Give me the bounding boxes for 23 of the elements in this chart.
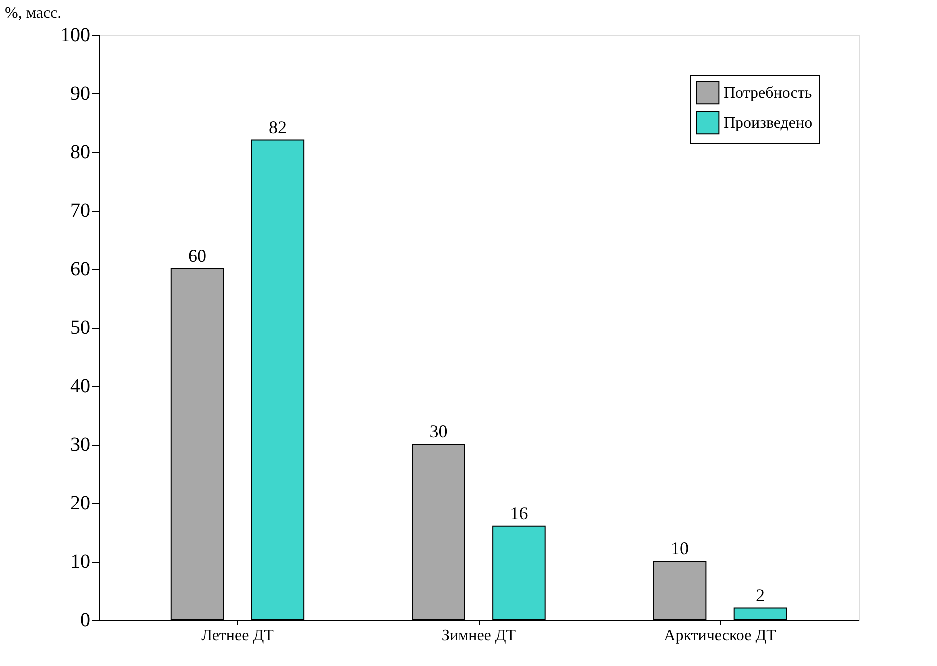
legend-label: Потребность (724, 85, 812, 102)
x-tick-label: Летнее ДТ (202, 628, 274, 644)
data-label: 82 (268, 117, 287, 138)
y-tick-label: 100 (60, 24, 90, 46)
data-label: 30 (430, 422, 448, 442)
y-tick-label: 90 (70, 83, 90, 105)
y-tick-label: 0 (80, 610, 90, 632)
y-tick-label: 70 (70, 200, 90, 222)
data-label: 16 (510, 503, 528, 524)
y-axis-title: %, масс. (5, 5, 62, 22)
x-tick-label: Арктическое ДТ (664, 628, 777, 644)
legend-label: Произведено (724, 115, 813, 132)
y-tick-label: 20 (70, 492, 90, 514)
y-tick-label: 40 (70, 376, 90, 398)
x-tick-label: Зимнее ДТ (442, 628, 516, 644)
data-label: 2 (756, 585, 765, 606)
y-tick-label: 10 (70, 551, 90, 573)
y-tick-label: 50 (70, 317, 90, 339)
data-label: 10 (671, 538, 690, 558)
y-tick-label: 60 (70, 258, 90, 280)
data-label: 60 (188, 246, 207, 266)
y-tick-label: 30 (70, 434, 90, 456)
y-tick-label: 80 (70, 142, 90, 164)
